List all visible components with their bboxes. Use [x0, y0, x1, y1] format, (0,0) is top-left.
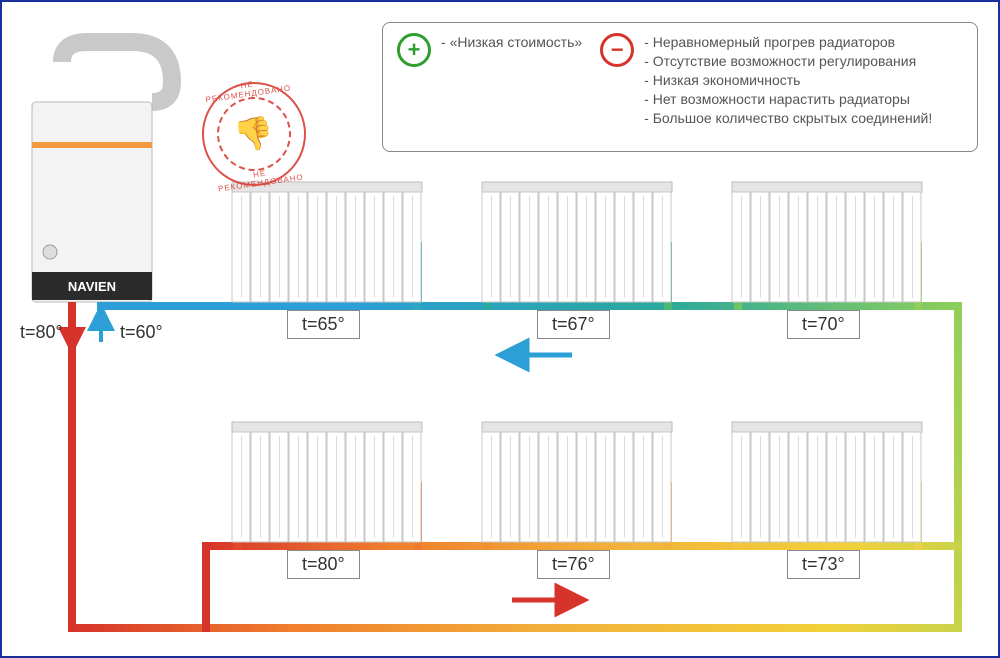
radiator	[482, 182, 672, 302]
cons-column: − Неравномерный прогрев радиаторовОтсутс…	[600, 33, 932, 127]
flue-pipe	[62, 42, 172, 102]
pipe-supply-drop	[68, 302, 76, 632]
radiator	[232, 422, 422, 542]
temp-box: t=73°	[787, 550, 860, 579]
temp-supply-label: t=80°	[20, 322, 63, 343]
con-item: Нет возможности нарастить радиаторы	[644, 90, 932, 109]
boiler: NAVIEN	[32, 102, 152, 302]
temp-box: t=67°	[537, 310, 610, 339]
plus-icon: +	[397, 33, 431, 67]
boiler-brand: NAVIEN	[68, 279, 116, 294]
pros-cons-panel: + «Низкая стоимость» − Неравномерный про…	[382, 22, 978, 152]
radiator	[482, 422, 672, 542]
radiator	[232, 182, 422, 302]
minus-icon: −	[600, 33, 634, 67]
con-item: Большое количество скрытых соединений!	[644, 109, 932, 128]
temp-box: t=70°	[787, 310, 860, 339]
temp-box: t=76°	[537, 550, 610, 579]
pipe-bottom-row	[202, 542, 962, 550]
pipe-top-row	[97, 302, 962, 310]
temp-return-label: t=60°	[120, 322, 163, 343]
temp-box: t=65°	[287, 310, 360, 339]
radiator	[732, 182, 922, 302]
diagram-frame: NAVIEN + «Низкая стоимость» − Нерав	[0, 0, 1000, 658]
radiator	[732, 422, 922, 542]
con-item: Низкая экономичность	[644, 71, 932, 90]
con-item: Отсутствие возможности регулирования	[644, 52, 932, 71]
con-item: Неравномерный прогрев радиаторов	[644, 33, 932, 52]
pro-item: «Низкая стоимость»	[441, 33, 582, 52]
cons-text: Неравномерный прогрев радиаторовОтсутств…	[644, 33, 932, 127]
thumbs-down-icon: 👎	[212, 92, 296, 176]
temp-box: t=80°	[287, 550, 360, 579]
pros-text: «Низкая стоимость»	[441, 33, 582, 52]
pros-column: + «Низкая стоимость»	[397, 33, 582, 67]
pipe-right-riser	[954, 302, 962, 632]
